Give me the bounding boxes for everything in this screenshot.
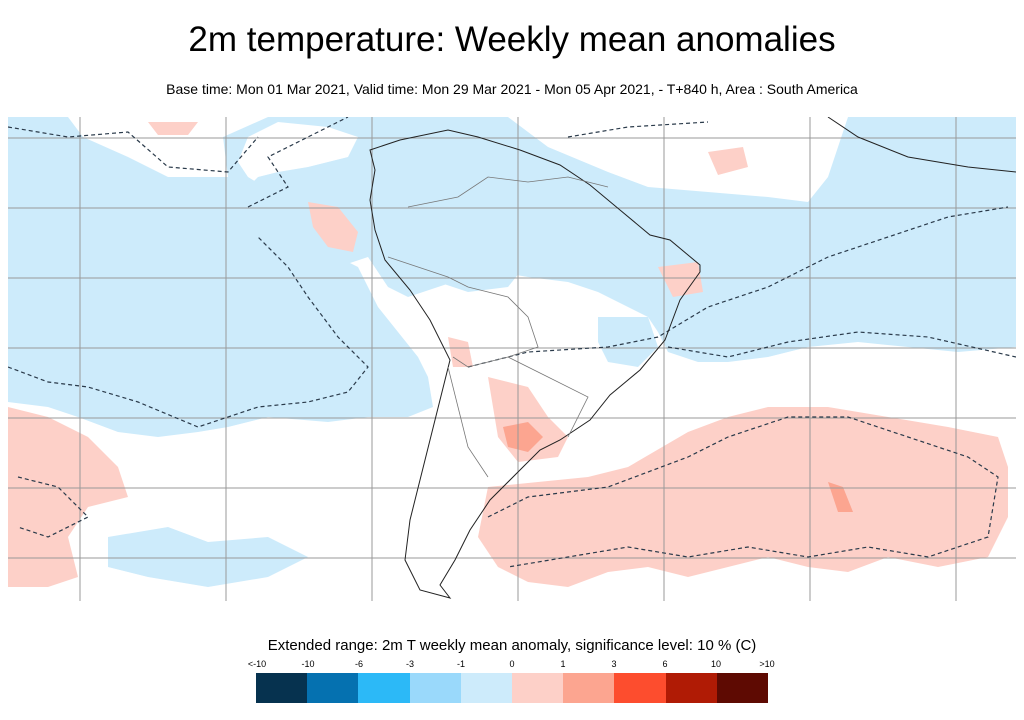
legend-label: -1: [456, 659, 466, 669]
legend-swatch: [358, 673, 410, 703]
legend-swatch: [665, 673, 717, 703]
legend-labels: <-10 -10 -6 -3 -1 0 1 3 6 10 >10: [248, 659, 775, 671]
legend-label: 3: [611, 659, 617, 669]
country-borders: [387, 176, 609, 478]
legend-title: Extended range: 2m T weekly mean anomaly…: [267, 637, 757, 654]
map-title: 2m temperature: Weekly mean anomalies: [188, 20, 836, 59]
legend-swatch: [563, 673, 615, 703]
legend-label: <-10: [247, 659, 267, 669]
legend-label: 1: [560, 659, 566, 669]
legend-swatch: [512, 673, 564, 703]
legend-swatch: [460, 673, 513, 703]
legend-swatch: [409, 673, 461, 703]
legend-swatch: [256, 673, 308, 703]
legend-label: -3: [405, 659, 415, 669]
legend-label: -10: [301, 659, 315, 669]
legend-label: >10: [759, 659, 775, 669]
legend-swatch: [716, 673, 769, 703]
stronger-warm-areas: [503, 422, 853, 512]
legend-label: 10: [710, 659, 722, 669]
legend-label: 0: [509, 659, 515, 669]
graticule: [8, 117, 1016, 601]
legend-swatch: [614, 673, 666, 703]
map-subtitle: Base time: Mon 01 Mar 2021, Valid time: …: [166, 81, 858, 97]
legend-swatch: [307, 673, 359, 703]
legend-label: -6: [354, 659, 364, 669]
color-scale-bar: [256, 673, 769, 703]
anomaly-map: [8, 117, 1016, 601]
coastline: [369, 117, 1016, 599]
legend-label: 6: [662, 659, 668, 669]
cold-anomaly-areas: [8, 117, 1016, 587]
significance-contours: [8, 117, 1016, 568]
